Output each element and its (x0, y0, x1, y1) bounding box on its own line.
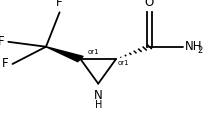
Text: H: H (94, 100, 102, 110)
Text: F: F (0, 35, 4, 48)
Text: NH: NH (185, 40, 203, 53)
Text: N: N (94, 89, 103, 102)
Text: O: O (145, 0, 154, 9)
Polygon shape (46, 47, 83, 62)
Text: or1: or1 (118, 60, 130, 66)
Text: or1: or1 (88, 49, 99, 55)
Text: 2: 2 (197, 46, 202, 55)
Text: F: F (2, 57, 8, 70)
Text: F: F (56, 0, 63, 9)
